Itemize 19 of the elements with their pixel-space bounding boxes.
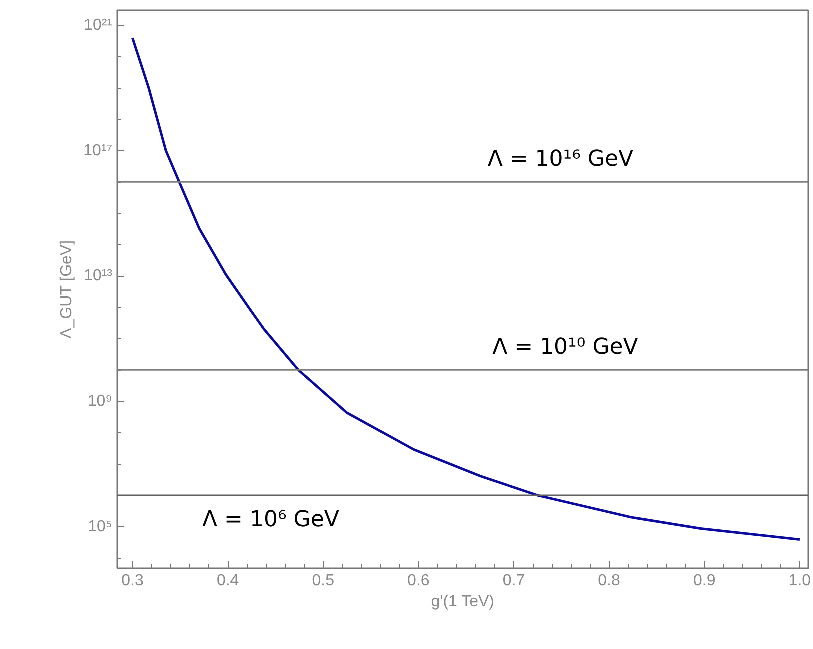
x-tick-label: 0.4 [216,572,240,590]
x-tick-label: 0.7 [502,572,526,590]
annotation: Λ = 10⁶ GeV [202,508,340,533]
annotation: Λ = 10¹⁰ GeV [492,335,638,360]
x-tick-label: 1.0 [788,572,812,590]
y-tick-label: 10⁹ [88,393,113,410]
y-axis-title: Λ_GUT [GeV] [58,240,76,339]
x-tick-label: 0.9 [693,572,716,590]
x-tick-label: 0.6 [408,572,430,590]
annotation: Λ = 10¹⁶ GeV [488,147,634,172]
y-tick-label: 10²¹ [84,16,112,34]
y-tick-label: 10¹³ [84,268,114,285]
line-series [132,37,802,541]
x-tick-label: 0.8 [598,572,621,590]
x-axis-title: g'(1 TeV) [431,594,494,610]
y-tick-label: 10⁵ [88,518,113,536]
y-tick-label: 10¹⁷ [84,142,113,160]
x-tick-label: 0.3 [122,572,144,590]
x-tick-label: 0.5 [312,572,335,590]
